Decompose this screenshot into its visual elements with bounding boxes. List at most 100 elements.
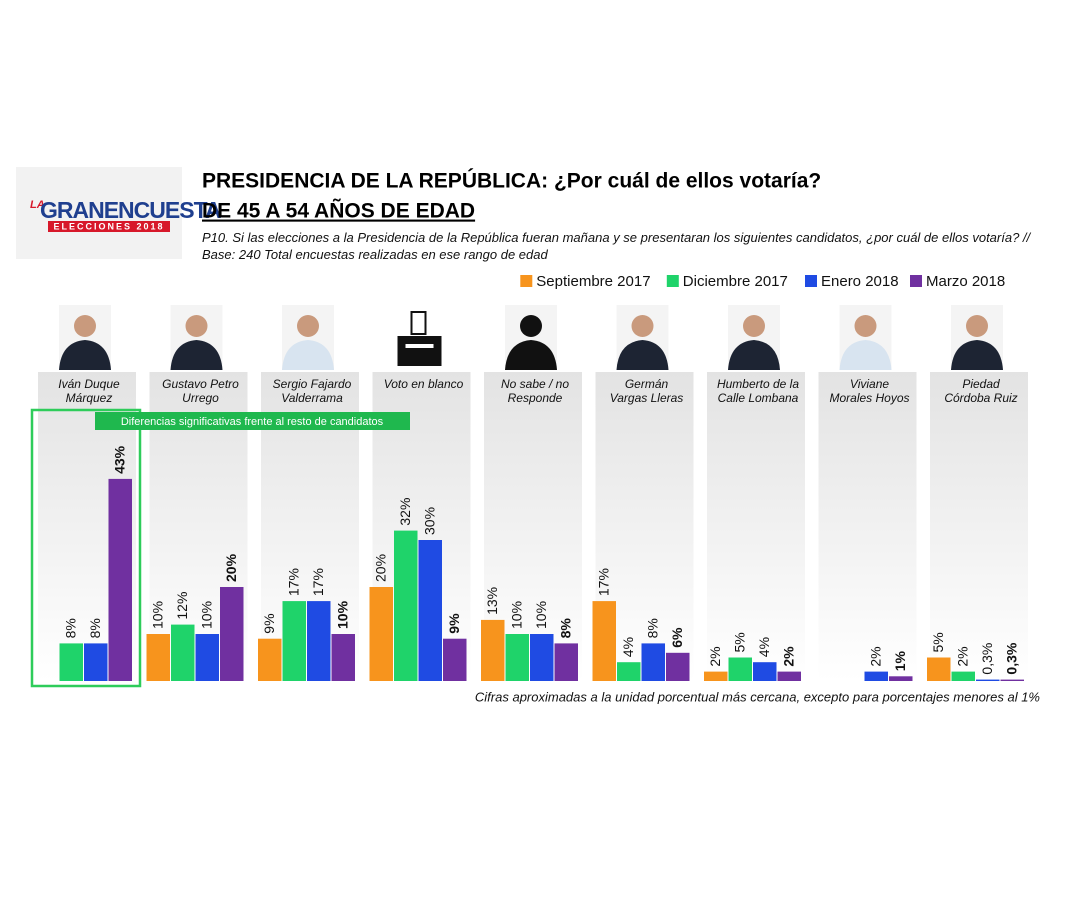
bar bbox=[927, 657, 951, 681]
category-label: Gustavo Petro Urrego bbox=[162, 377, 239, 405]
legend-swatch bbox=[805, 275, 817, 287]
column-panel bbox=[707, 372, 805, 681]
legend-label: Diciembre 2017 bbox=[683, 273, 788, 290]
portrait-body bbox=[59, 340, 111, 370]
category-label: Humberto de la Calle Lombana bbox=[716, 377, 800, 405]
highlight-box bbox=[30, 408, 142, 688]
bar bbox=[777, 671, 801, 681]
category-label: Sergio Fajardo Valderrama bbox=[272, 377, 352, 405]
value-label: 20% bbox=[372, 554, 388, 582]
value-label: 20% bbox=[223, 553, 239, 582]
bar bbox=[307, 601, 331, 681]
value-label: 0,3% bbox=[1003, 642, 1019, 674]
portrait-body bbox=[839, 340, 892, 370]
logo-tagline: ELECCIONES 2018 bbox=[53, 221, 164, 231]
value-label: 10% bbox=[334, 600, 350, 629]
value-label: 43% bbox=[111, 445, 127, 474]
bar bbox=[976, 679, 1000, 681]
value-label: 10% bbox=[149, 601, 165, 629]
column-panel bbox=[818, 372, 917, 681]
ballot-slot bbox=[405, 344, 434, 348]
bar bbox=[331, 634, 355, 681]
bar bbox=[195, 634, 219, 681]
column-panel bbox=[930, 372, 1028, 681]
value-label: 10% bbox=[198, 601, 214, 629]
bar bbox=[59, 643, 83, 681]
value-label: 8% bbox=[644, 618, 660, 638]
bar bbox=[258, 638, 282, 681]
footnote: Cifras aproximadas a la unidad porcentua… bbox=[475, 689, 1040, 704]
logo-name: GRANENCUESTA bbox=[40, 197, 221, 223]
value-label: 9% bbox=[261, 613, 277, 633]
value-label: 2% bbox=[780, 646, 796, 667]
bar bbox=[530, 634, 554, 681]
bar bbox=[171, 624, 195, 681]
value-label: 5% bbox=[930, 632, 946, 652]
bar bbox=[1000, 679, 1024, 681]
logo-band bbox=[48, 221, 170, 232]
ballot-paper bbox=[410, 311, 427, 335]
value-label: 13% bbox=[484, 587, 500, 615]
legend-label: Enero 2018 bbox=[821, 273, 899, 290]
bar bbox=[220, 587, 244, 681]
portrait-head bbox=[520, 315, 542, 337]
category-label: Iván Duque Márquez bbox=[58, 377, 120, 405]
bar bbox=[889, 676, 913, 681]
bar bbox=[282, 601, 306, 681]
bar bbox=[728, 657, 752, 681]
portrait-head bbox=[854, 315, 877, 337]
logo-prefix: LA bbox=[30, 199, 45, 211]
portrait-body bbox=[616, 340, 669, 370]
chart-subtitle: DE 45 A 54 AÑOS DE EDAD bbox=[202, 200, 475, 223]
portrait-head bbox=[743, 315, 765, 337]
legend-swatch bbox=[910, 275, 922, 287]
legend-label: Septiembre 2017 bbox=[536, 273, 650, 290]
value-label: 17% bbox=[285, 568, 301, 596]
portrait-head bbox=[74, 315, 96, 337]
portrait-body bbox=[951, 340, 1003, 370]
bar bbox=[394, 530, 418, 681]
bar bbox=[505, 634, 529, 681]
value-label: 8% bbox=[62, 618, 78, 638]
bar bbox=[666, 652, 690, 681]
value-label: 12% bbox=[174, 592, 190, 620]
bar bbox=[617, 662, 641, 681]
value-label: 10% bbox=[533, 601, 549, 629]
bar bbox=[369, 587, 393, 681]
category-label: Piedad Córdoba Ruiz bbox=[944, 377, 1018, 405]
question: P10. Si las elecciones a la Presidencia … bbox=[202, 230, 1031, 262]
value-label: 10% bbox=[508, 601, 524, 629]
portrait-head bbox=[631, 315, 654, 337]
value-label: 8% bbox=[557, 618, 573, 639]
bar bbox=[84, 643, 108, 681]
portrait-body bbox=[282, 340, 334, 370]
annotation: Diferencias significativas frente al res… bbox=[121, 416, 384, 428]
value-label: 2% bbox=[707, 646, 723, 666]
value-label: 6% bbox=[669, 627, 685, 648]
bar bbox=[864, 671, 888, 681]
portrait-body bbox=[505, 340, 557, 370]
ballot-box bbox=[397, 336, 442, 366]
bar bbox=[418, 540, 442, 681]
value-label: 17% bbox=[595, 568, 611, 596]
bar bbox=[481, 619, 505, 681]
value-label: 8% bbox=[87, 618, 103, 638]
value-label: 0,3% bbox=[979, 643, 995, 675]
value-label: 2% bbox=[954, 646, 970, 666]
logo-box bbox=[16, 167, 182, 259]
bar bbox=[753, 662, 777, 681]
legend-swatch bbox=[520, 275, 533, 287]
value-label: 9% bbox=[446, 613, 462, 634]
value-label: 1% bbox=[892, 651, 908, 672]
category-label: Viviane Morales Hoyos bbox=[829, 377, 910, 405]
value-label: 4% bbox=[756, 637, 772, 657]
value-label: 5% bbox=[731, 632, 747, 652]
bar bbox=[146, 634, 170, 681]
value-label: 2% bbox=[867, 646, 883, 666]
category-label: No sabe / no Responde bbox=[500, 377, 570, 405]
value-label: 32% bbox=[397, 498, 413, 526]
annotation-box bbox=[95, 412, 410, 430]
bar bbox=[641, 643, 665, 681]
portrait-body bbox=[728, 340, 780, 370]
